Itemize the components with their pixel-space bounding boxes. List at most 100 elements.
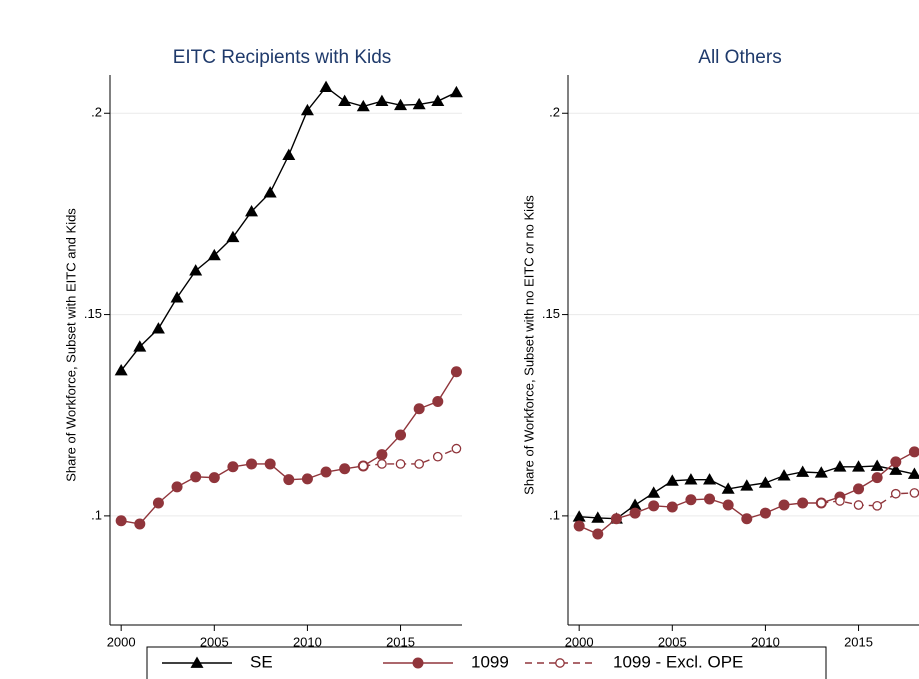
marker xyxy=(647,486,661,498)
marker xyxy=(226,230,240,243)
x-tick-label: 2000 xyxy=(565,634,594,649)
legend-label: SE xyxy=(250,652,273,671)
marker xyxy=(339,463,351,475)
marker xyxy=(151,322,165,334)
marker xyxy=(283,474,295,486)
marker xyxy=(628,498,642,510)
marker xyxy=(741,513,753,525)
y-tick-label: .1 xyxy=(549,507,560,522)
marker xyxy=(115,515,127,527)
marker xyxy=(796,465,810,477)
y-tick-label: .15 xyxy=(542,306,560,321)
y-tick-label: .2 xyxy=(549,105,560,120)
marker xyxy=(889,463,903,475)
marker xyxy=(610,513,622,525)
marker xyxy=(592,528,604,540)
marker xyxy=(451,443,462,454)
chart-title: All Others xyxy=(698,47,781,68)
marker xyxy=(320,466,332,478)
x-tick-label: 2005 xyxy=(200,634,229,649)
marker xyxy=(890,488,901,499)
marker xyxy=(907,467,919,479)
marker xyxy=(778,499,790,511)
marker xyxy=(450,366,462,378)
y-tick-label: .1 xyxy=(91,507,102,522)
marker xyxy=(835,496,845,506)
marker xyxy=(721,482,735,494)
marker xyxy=(432,451,443,462)
marker xyxy=(833,460,847,472)
y-tick-label: .15 xyxy=(84,306,102,321)
marker xyxy=(300,103,314,116)
marker xyxy=(245,204,259,217)
marker xyxy=(377,459,387,469)
marker xyxy=(282,148,296,160)
marker xyxy=(852,460,866,472)
marker xyxy=(629,507,641,519)
y-axis-label: Share of Workforce, Subset with no EITC … xyxy=(521,195,536,495)
marker xyxy=(572,510,586,522)
x-tick-label: 2010 xyxy=(751,634,780,649)
y-tick-label: .2 xyxy=(91,105,102,120)
marker xyxy=(890,456,902,468)
marker xyxy=(684,473,698,485)
marker xyxy=(190,656,204,668)
marker xyxy=(431,94,445,107)
marker xyxy=(358,461,369,471)
marker xyxy=(170,291,184,303)
marker xyxy=(152,497,164,509)
marker xyxy=(412,657,424,669)
x-tick-label: 2015 xyxy=(386,634,415,649)
marker xyxy=(394,98,408,111)
legend-label: 1099 - Excl. OPE xyxy=(613,652,743,671)
marker xyxy=(816,498,827,508)
marker xyxy=(871,472,883,484)
marker xyxy=(555,658,565,668)
x-tick-label: 2000 xyxy=(107,634,136,649)
marker xyxy=(134,518,146,530)
marker xyxy=(665,474,679,486)
marker xyxy=(395,429,407,441)
marker xyxy=(909,488,919,498)
marker xyxy=(648,500,660,512)
marker xyxy=(263,186,277,198)
marker xyxy=(740,479,754,491)
marker xyxy=(758,476,772,488)
marker xyxy=(722,499,734,511)
marker xyxy=(114,364,128,376)
marker xyxy=(413,403,425,415)
marker xyxy=(264,458,276,470)
marker xyxy=(189,264,203,276)
marker xyxy=(872,500,883,511)
marker xyxy=(319,80,333,92)
marker xyxy=(814,466,828,478)
marker xyxy=(376,449,388,461)
marker xyxy=(797,497,809,509)
legend-box xyxy=(146,646,827,679)
x-tick-label: 2005 xyxy=(658,634,687,649)
marker xyxy=(853,483,865,495)
marker xyxy=(573,520,585,532)
marker xyxy=(432,396,444,408)
marker xyxy=(338,94,352,107)
marker xyxy=(685,494,697,506)
marker xyxy=(207,248,221,261)
marker xyxy=(171,481,183,493)
marker xyxy=(853,500,864,510)
marker xyxy=(356,99,370,112)
chart-title: EITC Recipients with Kids xyxy=(173,47,392,68)
marker xyxy=(208,472,220,484)
marker xyxy=(190,471,202,483)
marker xyxy=(870,459,884,471)
marker xyxy=(759,507,771,519)
marker xyxy=(704,493,716,505)
marker xyxy=(703,473,717,485)
marker xyxy=(133,340,147,352)
marker xyxy=(412,97,426,110)
marker xyxy=(666,501,678,513)
marker xyxy=(227,461,239,473)
marker xyxy=(449,85,463,98)
